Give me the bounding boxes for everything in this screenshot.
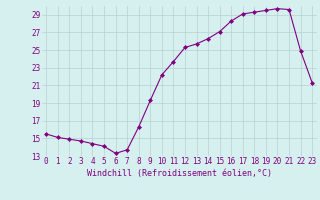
X-axis label: Windchill (Refroidissement éolien,°C): Windchill (Refroidissement éolien,°C) <box>87 169 272 178</box>
